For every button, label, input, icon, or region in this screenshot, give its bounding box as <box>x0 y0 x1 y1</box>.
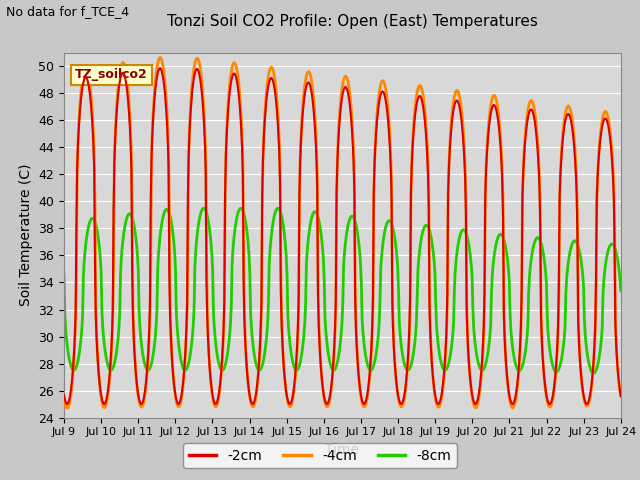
-2cm <box>428 360 436 366</box>
Line: -4cm: -4cm <box>64 58 621 408</box>
-2cm <box>412 108 419 114</box>
-8cm <box>428 234 435 240</box>
Text: TZ_soilco2: TZ_soilco2 <box>75 68 148 81</box>
-4cm <box>215 394 223 400</box>
-8cm <box>214 353 221 359</box>
-8cm <box>590 371 598 376</box>
-4cm <box>186 128 193 133</box>
-2cm <box>128 267 136 273</box>
Text: No data for f_TCE_4: No data for f_TCE_4 <box>6 5 129 18</box>
-2cm <box>63 401 71 407</box>
-4cm <box>617 394 625 399</box>
-4cm <box>412 100 419 106</box>
-2cm <box>186 131 193 137</box>
-4cm <box>60 395 68 400</box>
X-axis label: Time: Time <box>325 443 360 457</box>
-4cm <box>428 359 436 364</box>
-2cm <box>60 392 68 398</box>
-8cm <box>60 272 68 277</box>
Text: Tonzi Soil CO2 Profile: Open (East) Temperatures: Tonzi Soil CO2 Profile: Open (East) Temp… <box>166 14 538 29</box>
-8cm <box>127 213 135 218</box>
Line: -8cm: -8cm <box>64 208 621 373</box>
-8cm <box>70 367 78 373</box>
-2cm <box>617 393 625 399</box>
-8cm <box>184 363 192 369</box>
-8cm <box>411 339 419 345</box>
-4cm <box>71 338 79 344</box>
-2cm <box>215 391 223 396</box>
-8cm <box>274 205 282 211</box>
-4cm <box>128 199 136 204</box>
-2cm <box>71 333 79 338</box>
Line: -2cm: -2cm <box>64 68 621 404</box>
-2cm <box>156 65 164 71</box>
-4cm <box>63 405 71 411</box>
Legend: -2cm, -4cm, -8cm: -2cm, -4cm, -8cm <box>183 443 457 468</box>
-4cm <box>156 55 164 60</box>
Y-axis label: Soil Temperature (C): Soil Temperature (C) <box>19 164 33 306</box>
-8cm <box>617 288 625 294</box>
